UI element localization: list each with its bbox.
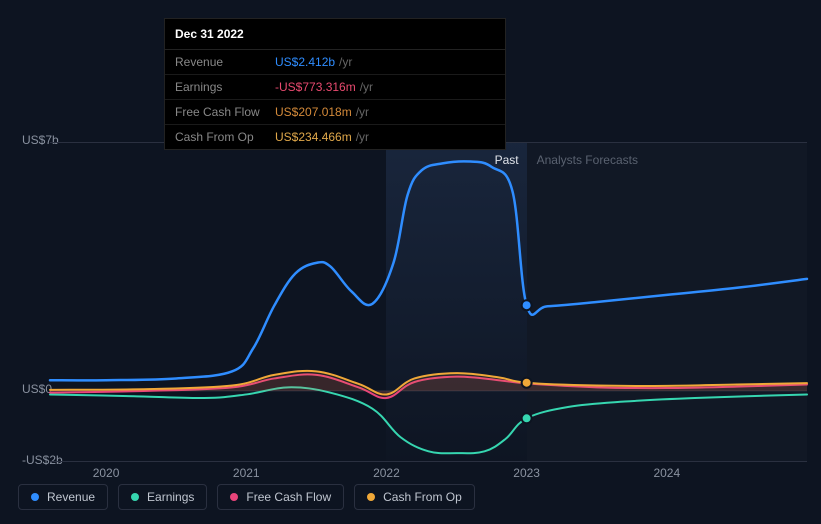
financials-chart: US$7bUS$0-US$2b Past Analysts Forecasts … (18, 120, 807, 510)
legend-label: Earnings (147, 490, 194, 504)
chart-legend: Revenue Earnings Free Cash Flow Cash From O… (18, 484, 475, 510)
tooltip-row-label: Earnings (175, 80, 275, 94)
tooltip-row: Cash From OpUS$234.466m/yr (165, 125, 505, 149)
legend-label: Revenue (47, 490, 95, 504)
legend-dot-icon (31, 493, 39, 501)
x-axis-label: 2021 (233, 466, 260, 480)
tooltip-row-unit: /yr (360, 80, 373, 94)
tooltip-row-value: US$207.018m (275, 105, 352, 119)
tooltip-row: Earnings-US$773.316m/yr (165, 75, 505, 100)
tooltip-row: Free Cash FlowUS$207.018m/yr (165, 100, 505, 125)
legend-label: Free Cash Flow (246, 490, 331, 504)
legend-dot-icon (367, 493, 375, 501)
tooltip-row-unit: /yr (356, 105, 369, 119)
legend-item[interactable]: Free Cash Flow (217, 484, 344, 510)
legend-dot-icon (131, 493, 139, 501)
tooltip-title: Dec 31 2022 (165, 19, 505, 50)
legend-item[interactable]: Earnings (118, 484, 207, 510)
tooltip-row-value: -US$773.316m (275, 80, 356, 94)
x-axis-label: 2024 (653, 466, 680, 480)
x-axis-label: 2023 (513, 466, 540, 480)
tooltip-row-label: Revenue (175, 55, 275, 69)
y-axis-label: US$0 (22, 382, 52, 396)
legend-item[interactable]: Revenue (18, 484, 108, 510)
x-axis-label: 2022 (373, 466, 400, 480)
legend-item[interactable]: Cash From Op (354, 484, 475, 510)
tooltip-row-unit: /yr (356, 130, 369, 144)
tooltip-row-value: US$234.466m (275, 130, 352, 144)
tooltip-row-label: Free Cash Flow (175, 105, 275, 119)
chart-svg (50, 142, 807, 462)
tooltip-row-label: Cash From Op (175, 130, 275, 144)
legend-dot-icon (230, 493, 238, 501)
tooltip-row-unit: /yr (339, 55, 352, 69)
tooltip-row: RevenueUS$2.412b/yr (165, 50, 505, 75)
x-axis: 2020 2021 2022 2023 2024 (50, 466, 807, 486)
plot-area[interactable]: Past Analysts Forecasts (50, 142, 807, 462)
x-axis-label: 2020 (93, 466, 120, 480)
legend-label: Cash From Op (383, 490, 462, 504)
chart-tooltip: Dec 31 2022 RevenueUS$2.412b/yrEarnings-… (164, 18, 506, 150)
tooltip-row-value: US$2.412b (275, 55, 335, 69)
